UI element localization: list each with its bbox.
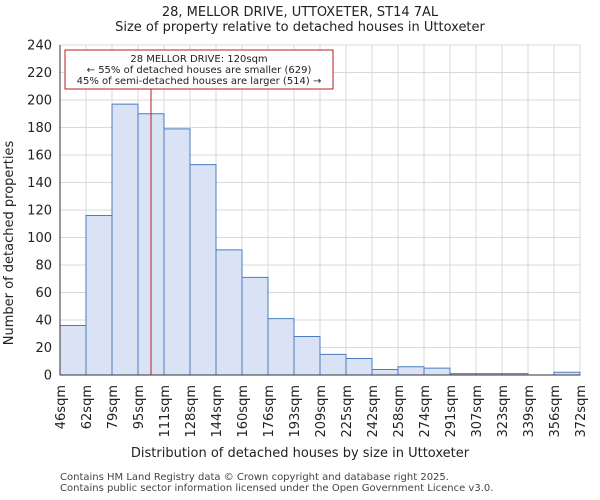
footer-line-1: Contains HM Land Registry data © Crown c… [60, 472, 449, 483]
y-tick-label: 220 [27, 66, 52, 81]
histogram-bar [215, 249, 243, 376]
x-tick-label: 356sqm [548, 385, 563, 438]
x-tick-label: 242sqm [366, 385, 381, 438]
annotation-line-1: 28 MELLOR DRIVE: 120sqm [130, 54, 267, 65]
histogram-bar [163, 128, 191, 376]
histogram-bar [423, 367, 451, 376]
x-tick-label: 46sqm [54, 385, 69, 429]
y-tick-label: 20 [35, 341, 52, 356]
histogram-bar [59, 325, 87, 376]
x-tick-label: 274sqm [418, 385, 433, 438]
y-tick-label: 240 [27, 39, 52, 54]
x-tick-label: 128sqm [184, 385, 199, 438]
x-tick-label: 225sqm [340, 385, 355, 438]
chart-svg: 28, MELLOR DRIVE, UTTOXETER, ST14 7AL Si… [2, 5, 589, 461]
y-tick-label: 160 [27, 149, 52, 164]
y-tick-label: 60 [35, 286, 52, 301]
annotation-frame [64, 49, 334, 90]
x-tick-label: 209sqm [314, 385, 329, 438]
histogram-bar [371, 369, 399, 376]
y-axis-label: Number of detached properties [2, 141, 17, 346]
y-tick-label: 40 [35, 314, 52, 329]
y-tick-label: 140 [27, 176, 52, 191]
histogram-bar [319, 353, 347, 376]
histogram-bar [241, 276, 269, 376]
histogram-bar [85, 215, 113, 376]
x-tick-label: 160sqm [236, 385, 251, 438]
histogram-bar [111, 103, 139, 376]
x-tick-label: 144sqm [210, 385, 225, 438]
annotation-line-3: 45% of semi-detached houses are larger (… [77, 76, 322, 87]
y-tick-label: 0 [44, 369, 52, 384]
annotation-box: 28 MELLOR DRIVE: 120sqm ← 55% of detache… [64, 49, 334, 90]
x-axis-label: Distribution of detached houses by size … [131, 446, 470, 461]
y-tick-label: 80 [35, 259, 52, 274]
x-tick-label: 339sqm [522, 385, 537, 438]
x-tick-label: 193sqm [288, 385, 303, 438]
x-tick-label: 176sqm [262, 385, 277, 438]
annotation-line-2: ← 55% of detached houses are smaller (62… [87, 65, 312, 76]
x-tick-label: 79sqm [106, 385, 121, 429]
x-tick-label: 372sqm [574, 385, 589, 438]
x-tick-label: 95sqm [132, 385, 147, 429]
histogram-bar [345, 358, 373, 376]
x-tick-label: 323sqm [496, 385, 511, 438]
x-tick-label: 258sqm [392, 385, 407, 438]
footer-line-2: Contains public sector information licen… [60, 483, 494, 494]
x-tick-label: 62sqm [80, 385, 95, 429]
x-tick-label: 111sqm [158, 385, 173, 438]
y-tick-label: 120 [27, 204, 52, 219]
x-tick-label: 307sqm [470, 385, 485, 438]
chart-title: 28, MELLOR DRIVE, UTTOXETER, ST14 7AL [162, 5, 439, 20]
histogram-bar [267, 318, 295, 376]
histogram-bar [189, 164, 217, 376]
chart-subtitle: Size of property relative to detached ho… [115, 20, 485, 35]
y-tick-label: 100 [27, 231, 52, 246]
histogram-bar [397, 366, 425, 376]
bar-layer [59, 103, 581, 376]
axis-layer: 0 20 40 60 80 100 120 140 160 180 200 220 240 46sqm 62… [27, 39, 589, 438]
y-tick-label: 180 [27, 121, 52, 136]
y-tick-label: 200 [27, 94, 52, 109]
x-tick-label: 291sqm [444, 385, 459, 438]
histogram-bar [293, 336, 321, 376]
